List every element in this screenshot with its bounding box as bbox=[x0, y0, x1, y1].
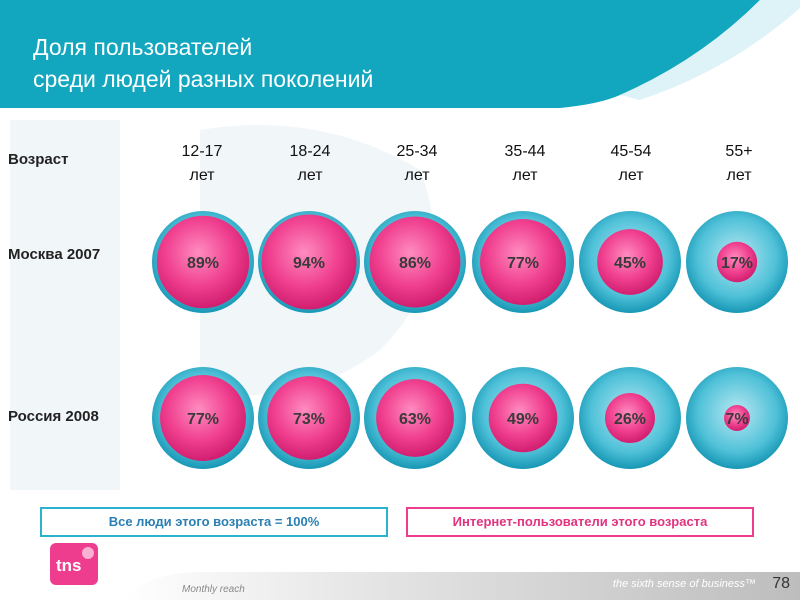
header-banner: Доля пользователей среди людей разных по… bbox=[0, 0, 800, 110]
series-label-russia: Россия 2008 bbox=[8, 408, 99, 425]
age-header-unit: лет bbox=[512, 167, 538, 184]
bubble-users-1-0 bbox=[160, 375, 246, 461]
logo-text: tns bbox=[56, 556, 82, 575]
footer-tagline: the sixth sense of business™ bbox=[612, 578, 756, 590]
footer-note: Monthly reach bbox=[182, 584, 245, 595]
age-header-1: 12-17 лет bbox=[162, 140, 242, 188]
age-header-range: 45-54 bbox=[610, 143, 652, 160]
bubble-users-1-4 bbox=[605, 393, 655, 443]
age-header-6: 55+ лет bbox=[699, 140, 779, 188]
bubble-value-label: 77% bbox=[507, 255, 539, 272]
age-header-2: 18-24 лет bbox=[270, 140, 350, 188]
bubble-value-label: 45% bbox=[614, 255, 646, 272]
bubble-users-1-1 bbox=[267, 376, 351, 460]
bubble-users-0-5 bbox=[716, 241, 758, 283]
page-title-line-1: Доля пользователей bbox=[33, 34, 253, 60]
header-background bbox=[0, 0, 800, 108]
age-header-range: 25-34 bbox=[396, 143, 438, 160]
age-header-unit: лет bbox=[297, 167, 323, 184]
tns-logo bbox=[50, 543, 98, 585]
bubble-value-label: 49% bbox=[507, 411, 539, 428]
bubble-users-0-3 bbox=[480, 219, 566, 305]
age-header-5: 45-54 лет bbox=[591, 140, 671, 188]
bubble-value-label: 86% bbox=[399, 255, 431, 272]
age-header-range: 55+ bbox=[725, 143, 753, 160]
age-header-unit: лет bbox=[618, 167, 644, 184]
bubble-users-0-2 bbox=[369, 216, 461, 308]
bubble-value-label: 89% bbox=[187, 255, 219, 272]
bubble-users-1-5 bbox=[724, 405, 750, 431]
age-header-unit: лет bbox=[189, 167, 215, 184]
age-header-unit: лет bbox=[404, 167, 430, 184]
bubble-users-1-3 bbox=[488, 383, 558, 453]
legend-all-people: Все люди этого возраста = 100% bbox=[40, 507, 388, 537]
bubble-value-label: 17% bbox=[721, 255, 753, 272]
bubble-value-label: 26% bbox=[614, 411, 646, 428]
bubble-value-label: 63% bbox=[399, 411, 431, 428]
bubble-users-1-2 bbox=[376, 379, 454, 457]
series-label-moscow: Москва 2007 bbox=[8, 246, 101, 263]
bubble-users-0-4 bbox=[597, 229, 663, 295]
age-header-range: 12-17 bbox=[181, 143, 223, 160]
footer-bar bbox=[120, 572, 800, 600]
legend-internet-users: Интернет-пользователи этого возраста bbox=[406, 507, 754, 537]
page-title-line-2: среди людей разных поколений bbox=[33, 66, 374, 92]
bubble-users-0-1 bbox=[261, 214, 357, 310]
bubble-value-label: 77% bbox=[187, 411, 219, 428]
age-header-range: 18-24 bbox=[289, 143, 331, 160]
bubble-value-label: 73% bbox=[293, 411, 325, 428]
bubble-value-label: 94% bbox=[293, 255, 325, 272]
age-header-4: 35-44 лет bbox=[485, 140, 565, 188]
age-header-range: 35-44 bbox=[504, 143, 546, 160]
age-header-unit: лет bbox=[726, 167, 752, 184]
age-row-header: Возраст bbox=[8, 151, 69, 168]
bubble-users-0-0 bbox=[156, 215, 250, 309]
page-number: 78 bbox=[772, 575, 790, 592]
age-header-3: 25-34 лет bbox=[377, 140, 457, 188]
bubble-value-label: 7% bbox=[725, 411, 748, 428]
